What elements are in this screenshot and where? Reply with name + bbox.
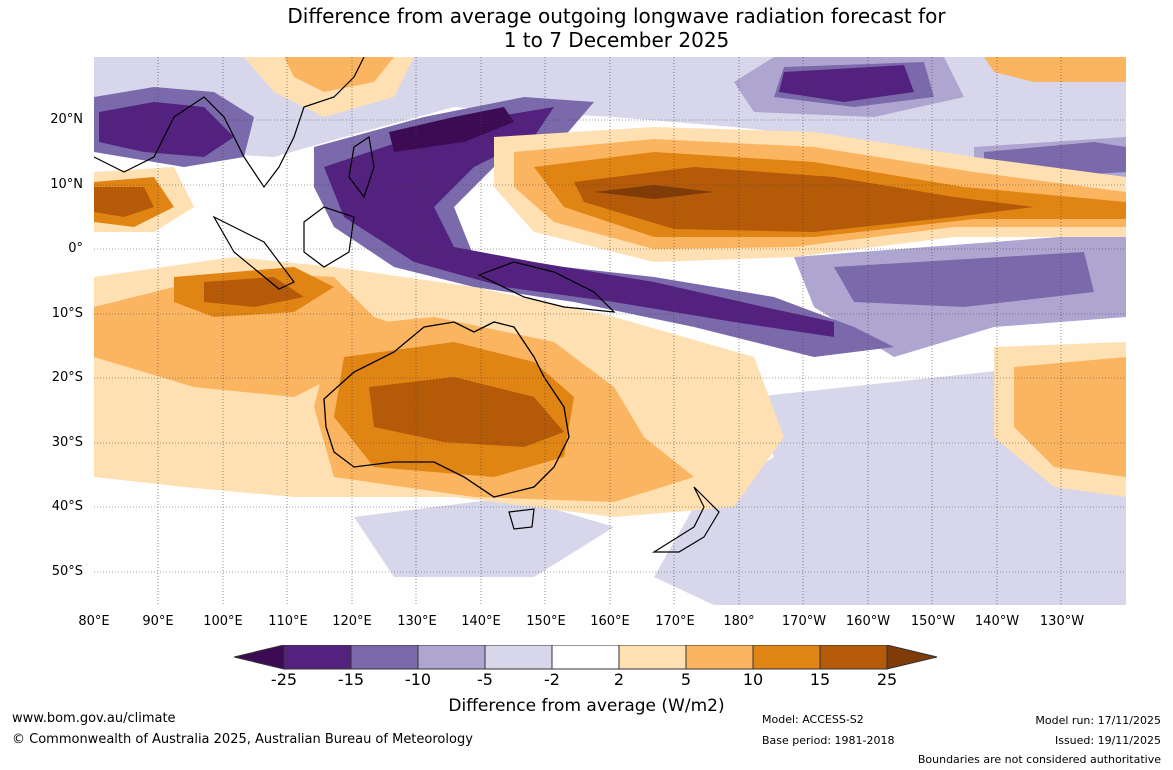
lat-label-20s: 20°S [51, 370, 83, 385]
olr-anomaly-map [94, 57, 1126, 605]
lon-label-120e: 120°E [332, 614, 372, 629]
website-link[interactable]: www.bom.gov.au/climate [12, 711, 176, 726]
lon-label-110e: 110°E [268, 614, 308, 629]
colorbar-tick-15: 15 [809, 670, 831, 689]
asia-coastline [94, 57, 365, 189]
lat-label-0: 0° [68, 241, 83, 256]
anomaly-region-south-pacific-core [834, 252, 1094, 307]
lon-label-80e: 80°E [78, 614, 110, 629]
colorbar-bin-4 [484, 645, 553, 670]
colorbar-tick-minus2: -2 [544, 670, 560, 689]
anomaly-region-equatorial-pacific-strong [574, 167, 1034, 232]
model-run-date: Model run: 17/11/2025 [1035, 714, 1161, 727]
title-line-1: Difference from average outgoing longwav… [287, 4, 946, 28]
tasmania-coastline [508, 508, 535, 530]
colorbar-extension-min [234, 645, 285, 670]
australia-coastline [323, 321, 570, 498]
anomaly-region-maritime-core [324, 107, 834, 337]
lat-label-10s: 10°S [51, 306, 83, 321]
lon-label-130e: 130°E [397, 614, 437, 629]
lat-label-10n: 10°N [50, 177, 83, 192]
colorbar-tick-minus5: -5 [477, 670, 493, 689]
colorbar-bin-8 [752, 645, 821, 670]
colorbar-tick-5: 5 [680, 670, 692, 689]
lon-label-170e: 170°E [655, 614, 695, 629]
lon-label-140e: 140°E [461, 614, 501, 629]
colorbar-bin-7 [685, 645, 754, 670]
new-guinea-coastline [477, 261, 616, 313]
anomaly-region-south-china-coast-core [284, 57, 394, 92]
boundaries-disclaimer: Boundaries are not considered authoritat… [917, 753, 1161, 766]
lon-label-180: 180° [723, 614, 755, 629]
lon-label-160e: 160°E [590, 614, 630, 629]
colorbar-label: Difference from average (W/m2) [448, 696, 725, 716]
model-name: Model: ACCESS-S2 [762, 713, 864, 726]
map-canvas [94, 57, 1126, 605]
graticule [94, 57, 1126, 605]
lon-label-100e: 100°E [203, 614, 243, 629]
lat-label-50s: 50°S [51, 564, 83, 579]
anomaly-region-arabian-sea-peak [94, 187, 154, 217]
lon-label-140w: 140°W [974, 614, 1020, 629]
lon-label-90e: 90°E [142, 614, 174, 629]
colorbar-tick-25: 25 [876, 670, 898, 689]
new-zealand-coastline [651, 486, 720, 553]
anomaly-region-southeast-pacific-core [1014, 357, 1126, 477]
colorbar-tick-10: 10 [742, 670, 764, 689]
anomaly-region-southern-ocean-west [354, 497, 614, 577]
colorbar-extension-max [886, 645, 938, 670]
colorbar [234, 645, 938, 670]
lon-label-160w: 160°W [845, 614, 891, 629]
title-line-2: 1 to 7 December 2025 [503, 28, 730, 52]
copyright-notice: © Commonwealth of Australia 2025, Austra… [12, 732, 473, 747]
anomaly-region-north-pacific-peak [779, 65, 914, 102]
colorbar-bin-1 [283, 645, 352, 670]
lat-label-20n: 20°N [50, 112, 83, 127]
colorbar-tick-minus10: -10 [404, 670, 432, 689]
borneo-coastline [303, 206, 355, 268]
colorbar-tick-minus15: -15 [337, 670, 365, 689]
colorbar-bin-3 [417, 645, 486, 670]
colorbar-bin-9 [819, 645, 888, 670]
colorbar-bin-2 [350, 645, 419, 670]
lon-label-130w: 130°W [1039, 614, 1085, 629]
lat-label-30s: 30°S [51, 435, 83, 450]
anomaly-region-northeast-pacific [984, 57, 1126, 82]
colorbar-bin-6 [618, 645, 687, 670]
map-title: Difference from average outgoing longwav… [0, 4, 1173, 52]
colorbar-tick-minus25: -25 [270, 670, 298, 689]
colorbar-bin-5 [551, 645, 620, 670]
base-period: Base period: 1981-2018 [762, 734, 895, 747]
lon-label-150w: 150°W [910, 614, 956, 629]
philippines-coastline [348, 135, 375, 199]
issued-date: Issued: 19/11/2025 [1054, 734, 1161, 747]
lon-label-150e: 150°E [526, 614, 566, 629]
anomaly-region-equatorial-pacific-peak [594, 185, 714, 199]
lon-label-170w: 170°W [781, 614, 827, 629]
anomaly-region-australia-core [369, 377, 564, 447]
sumatra-coastline [212, 215, 295, 290]
lat-label-40s: 40°S [51, 499, 83, 514]
anomaly-region-bay-of-bengal-core [99, 102, 234, 157]
anomaly-region-java-sea-core [204, 277, 304, 307]
colorbar-tick-2: 2 [613, 670, 625, 689]
anomaly-region-philippine-sea [389, 107, 514, 152]
